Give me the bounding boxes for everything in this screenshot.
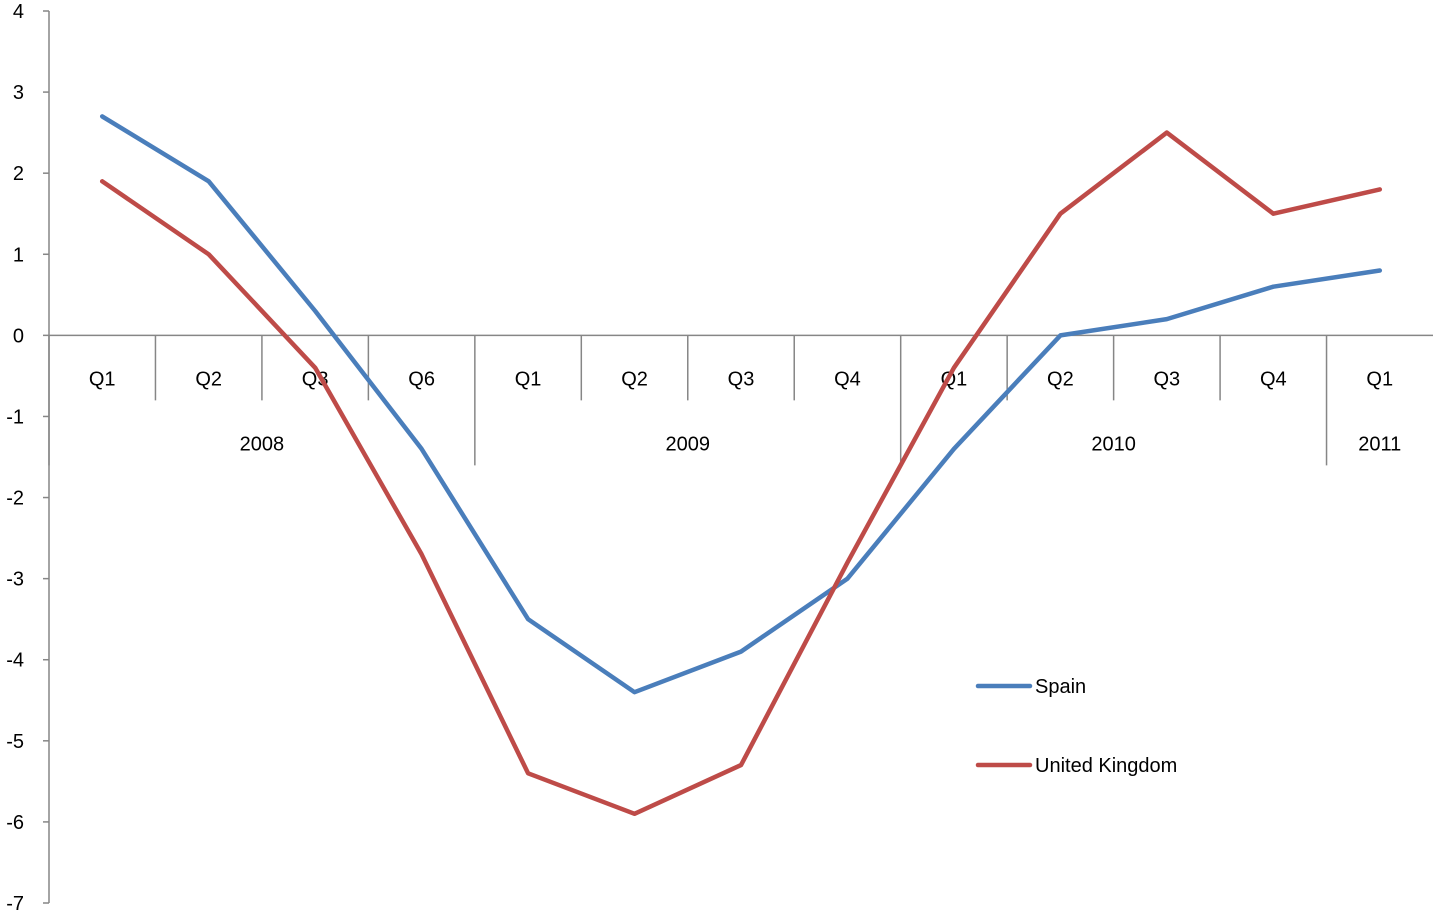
y-tick-label: 4 [13,1,24,23]
y-tick-label: -7 [6,893,24,911]
series-line-spain [99,114,1383,695]
x-group-label: 2011 [1358,433,1401,455]
y-tick-label: -3 [6,569,24,591]
x-axis: Q1 Q2 Q3 Q6 Q1 Q2 Q3 Q4 Q1 Q2 Q3 Q4 Q1 2008 2009 2010 20… [48,334,1433,466]
y-tick-label: 3 [13,82,24,104]
x-category-label: Q3 [728,368,755,390]
y-tick-label: -1 [6,406,24,428]
x-category-label: Q6 [408,368,435,390]
legend-label-united-kingdom: United Kingdom [1035,755,1177,777]
x-category-label: Q1 [1366,368,1393,390]
y-tick-label: -2 [6,488,24,510]
x-category-label: Q2 [195,368,222,390]
y-tick-label: -4 [6,650,24,672]
series-lines [99,114,1383,817]
y-tick-label: 0 [13,325,24,347]
x-category-label: Q4 [1260,368,1287,390]
x-category-label: Q3 [1154,368,1181,390]
series-line-united-kingdom [99,130,1383,817]
y-tick-label: -6 [6,812,24,834]
x-category-label: Q4 [834,368,861,390]
legend: Spain United Kingdom [975,676,1177,777]
legend-label-spain: Spain [1035,676,1086,698]
x-category-label: Q3 [302,368,329,390]
x-group-label: 2010 [1091,433,1136,455]
x-category-label: Q2 [1047,368,1074,390]
x-category-label: Q1 [89,368,116,390]
x-group-label: 2008 [240,433,285,455]
y-axis: 4 3 2 1 0 -1 -2 -3 -4 -5 -6 -7 [6,1,50,911]
x-group-label: 2009 [666,433,711,455]
x-category-label: Q1 [515,368,542,390]
x-category-label: Q2 [621,368,648,390]
y-tick-label: 2 [13,163,24,185]
y-tick-label: 1 [13,244,24,266]
x-category-label: Q1 [941,368,968,390]
y-tick-label: -5 [6,731,24,753]
